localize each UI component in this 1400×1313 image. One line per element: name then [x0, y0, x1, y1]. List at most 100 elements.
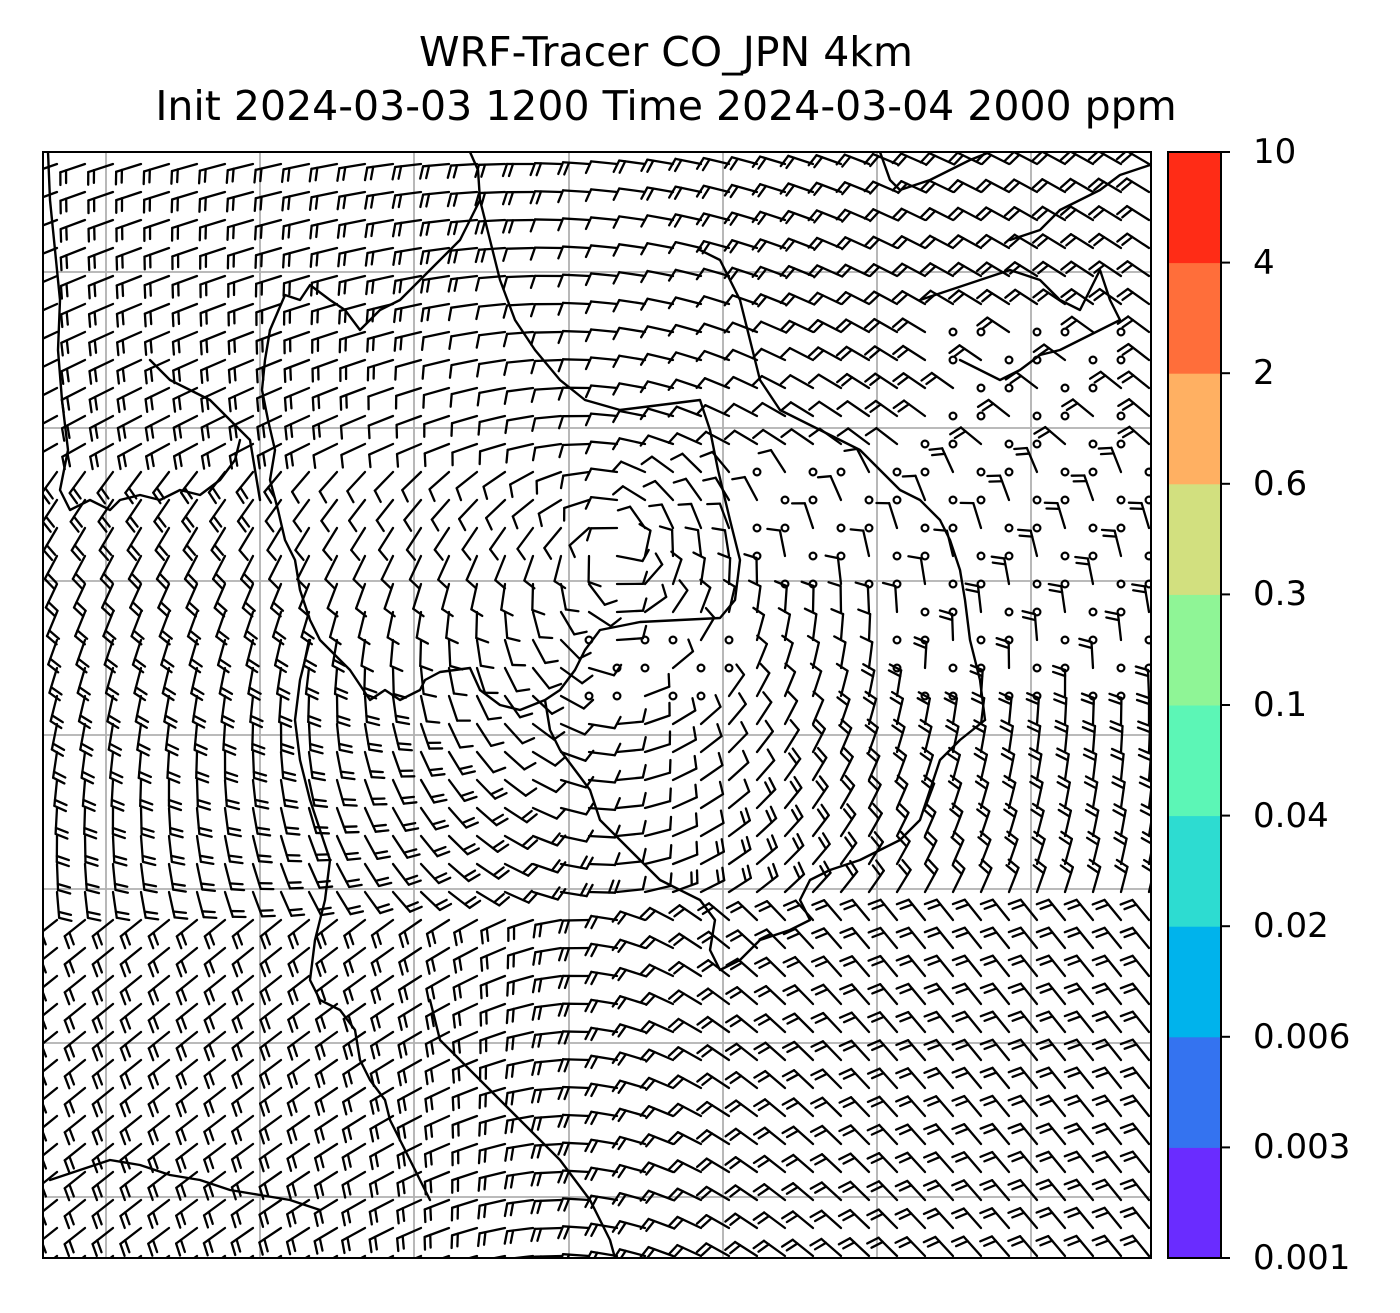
wind-barb: [144, 414, 171, 442]
calm-marker: [1116, 663, 1126, 673]
wind-barb: [114, 162, 143, 186]
wind-barb: [63, 1030, 87, 1062]
wind-barb: [531, 886, 567, 901]
coastline-shikoku: [428, 998, 617, 1258]
calm-marker: [1116, 607, 1126, 617]
wind-barb: [99, 554, 115, 590]
calm-marker: [1116, 523, 1126, 533]
wind-barb: [838, 1067, 871, 1090]
wind-barb: [331, 1254, 339, 1258]
wind-barb: [695, 240, 731, 255]
wind-barb: [1000, 747, 1016, 782]
wind-barb: [447, 890, 482, 910]
wind-barb: [195, 862, 217, 893]
colorbar-tick-label: 0.02: [1253, 906, 1329, 947]
wind-barb: [311, 358, 339, 383]
wind-barb: [584, 496, 619, 510]
wind-barb: [76, 666, 91, 702]
calm-marker: [1088, 691, 1098, 701]
wind-barb: [667, 1131, 703, 1146]
wind-barb: [59, 218, 87, 243]
wind-barb: [375, 498, 395, 533]
wind-barb: [256, 442, 283, 470]
wind-barb: [975, 152, 1011, 166]
wind-barb: [230, 1142, 255, 1173]
wind-barb: [43, 190, 59, 199]
wind-barb: [503, 722, 536, 745]
calm-marker: [1088, 439, 1098, 449]
calm-marker: [948, 495, 958, 505]
wind-barb: [447, 806, 479, 829]
wind-barb: [145, 442, 171, 471]
calm-marker: [1032, 523, 1042, 533]
wind-barb: [699, 780, 725, 810]
wind-barb: [477, 1226, 507, 1248]
wind-barb: [559, 775, 595, 789]
wind-barb: [975, 233, 1011, 250]
wind-barb: [139, 890, 160, 921]
wind-barb: [360, 638, 375, 673]
wind-barb: [144, 358, 171, 385]
calm-marker: [640, 663, 650, 673]
wind-barb: [667, 241, 703, 255]
wind-barb: [119, 1170, 143, 1202]
wind-barb: [223, 806, 242, 838]
wind-barb: [839, 983, 871, 1006]
calm-marker: [1116, 439, 1126, 449]
wind-barb: [612, 159, 647, 174]
wind-barb: [1035, 1206, 1067, 1230]
calm-marker: [1004, 551, 1014, 561]
wind-barb: [203, 1058, 227, 1090]
wind-barb: [109, 750, 124, 785]
wind-barb: [119, 1058, 143, 1090]
wind-barb: [1091, 1038, 1123, 1062]
wind-barb: [951, 1094, 983, 1118]
wind-barb: [849, 528, 871, 558]
wind-barb: [256, 414, 283, 441]
wind-barb: [866, 1123, 899, 1146]
wind-barb: [783, 804, 804, 838]
wind-barb: [616, 505, 647, 530]
wind-barb: [1063, 1038, 1095, 1062]
wind-barb: [423, 1226, 451, 1251]
wind-barb: [833, 635, 847, 670]
colorbar-segment: [1168, 1147, 1221, 1259]
wind-barb: [1141, 858, 1151, 894]
wind-barb: [782, 955, 815, 978]
wind-barb: [1026, 719, 1042, 754]
wind-barb: [695, 212, 731, 227]
wind-barb: [307, 694, 322, 728]
wind-barb: [369, 1142, 395, 1171]
wind-barb: [474, 190, 507, 207]
wind-barb: [308, 162, 339, 183]
wind-barb: [1031, 830, 1046, 866]
wind-barb: [395, 442, 423, 468]
wind-barb: [892, 344, 927, 362]
wind-barb: [179, 470, 199, 505]
wind-barb: [71, 554, 87, 590]
wind-barb: [119, 974, 143, 1006]
wind-barb: [723, 429, 759, 446]
wind-barb: [584, 998, 619, 1014]
wind-barb: [639, 906, 675, 922]
wind-barb: [335, 694, 351, 727]
wind-barb: [947, 234, 983, 250]
wind-barb: [543, 526, 563, 560]
calm-marker: [808, 579, 818, 589]
wind-barb: [615, 597, 648, 614]
calm-marker: [1144, 551, 1151, 561]
wind-barb: [279, 862, 304, 890]
coastline-hokkaido: [1008, 163, 1151, 242]
wind-barb: [836, 427, 871, 446]
wind-barb: [531, 1058, 563, 1076]
calm-marker: [724, 635, 734, 645]
wind-barb: [979, 1122, 1011, 1146]
wind-barb: [43, 302, 59, 312]
wind-barb: [838, 1124, 871, 1146]
wind-barb: [172, 386, 199, 413]
wind-barb: [475, 862, 510, 880]
wind-barb: [223, 890, 247, 919]
wind-barb: [976, 398, 1011, 418]
wind-barb: [866, 1236, 899, 1258]
wind-barb: [479, 1002, 507, 1027]
